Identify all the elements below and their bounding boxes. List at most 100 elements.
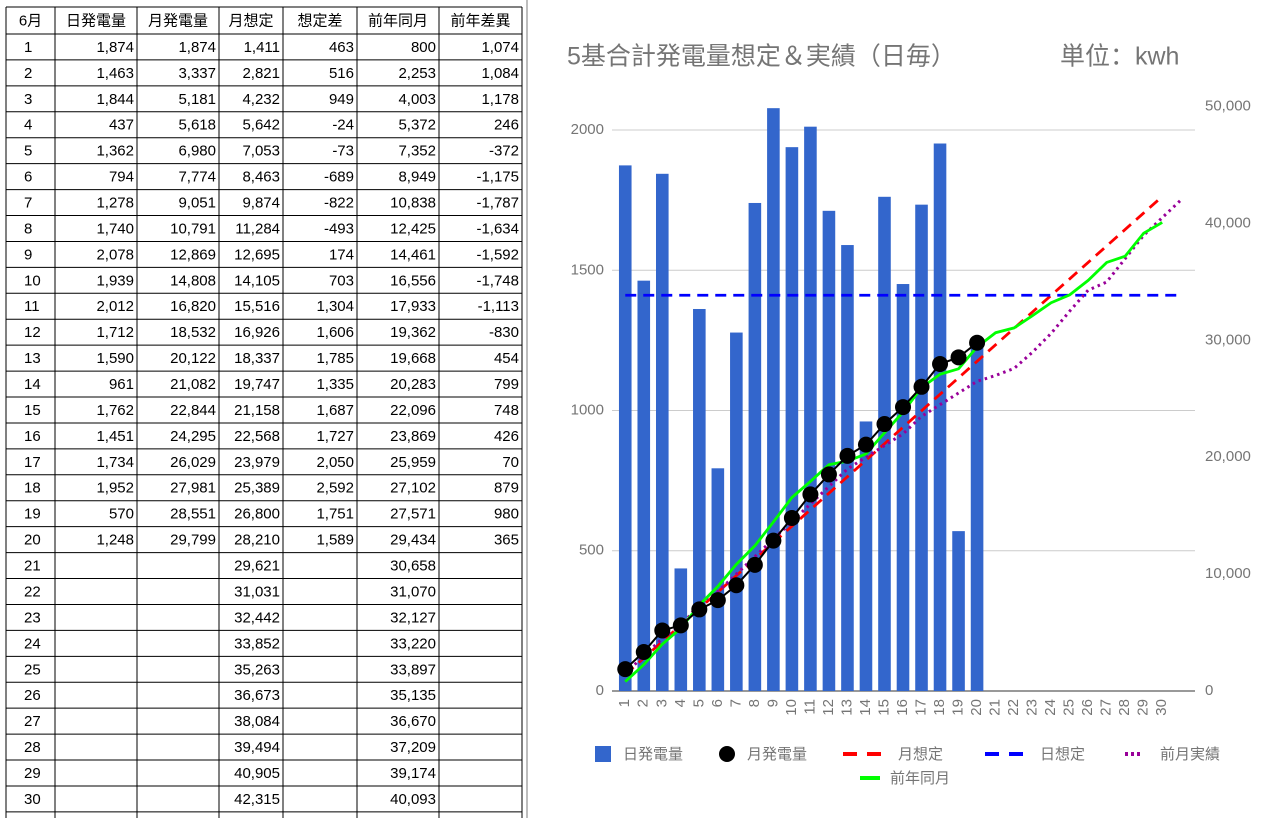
x-tick-label: 29 bbox=[1135, 699, 1152, 716]
bar bbox=[841, 245, 854, 692]
table-cell: -1,787 bbox=[476, 195, 519, 212]
table-cell: 26,029 bbox=[170, 454, 216, 471]
x-tick-label: 23 bbox=[1024, 699, 1041, 716]
table-cell: 2,821 bbox=[242, 65, 280, 82]
x-tick-label: 22 bbox=[1005, 699, 1022, 716]
table-cell: 19,362 bbox=[390, 324, 436, 341]
table-cell: -689 bbox=[324, 169, 354, 186]
x-tick-label: 24 bbox=[1042, 699, 1059, 716]
table-cell: 1,734 bbox=[96, 454, 134, 471]
row-label: 12 bbox=[24, 324, 41, 341]
table-cell: 33,852 bbox=[234, 635, 280, 652]
table-cell: -1,175 bbox=[476, 169, 519, 186]
table-cell: 426 bbox=[494, 428, 519, 445]
y-tick-label: 500 bbox=[579, 542, 604, 559]
table-cell: 5,642 bbox=[242, 117, 280, 134]
row-label: 30 bbox=[24, 791, 41, 808]
legend-label: 日想定 bbox=[1040, 746, 1085, 763]
table-cell: 7,774 bbox=[178, 169, 216, 186]
marker bbox=[913, 378, 930, 395]
row-label: 19 bbox=[24, 506, 41, 523]
bar bbox=[785, 147, 799, 691]
marker bbox=[969, 334, 986, 351]
table-cell: 454 bbox=[494, 350, 519, 367]
table-cell: 40,905 bbox=[234, 765, 280, 782]
row-label: 3 bbox=[24, 91, 32, 108]
table-cell: 1,712 bbox=[96, 324, 134, 341]
table-cell: 29,621 bbox=[234, 558, 280, 575]
table-cell: 21,082 bbox=[170, 376, 216, 393]
legend-label: 月発電量 bbox=[747, 746, 807, 763]
table-cell: 33,897 bbox=[390, 661, 436, 678]
table-cell: 1,463 bbox=[96, 65, 134, 82]
table-cell: 1,785 bbox=[316, 350, 354, 367]
column-header: 月想定 bbox=[228, 12, 273, 29]
x-tick-label: 2 bbox=[635, 699, 652, 707]
table-cell: 22,844 bbox=[170, 402, 216, 419]
table-cell: 1,590 bbox=[96, 350, 134, 367]
column-header: 6月 bbox=[19, 12, 42, 29]
table-cell: 463 bbox=[329, 39, 354, 56]
table-cell: 1,740 bbox=[96, 220, 134, 237]
row-label: 20 bbox=[24, 532, 41, 549]
table-cell: 9,051 bbox=[178, 195, 216, 212]
row-label: 8 bbox=[24, 220, 32, 237]
table-cell: 5,372 bbox=[398, 117, 436, 134]
marker bbox=[895, 399, 911, 416]
table-cell: 28,551 bbox=[170, 506, 216, 523]
table-cell: 879 bbox=[494, 480, 519, 497]
row-label: 6 bbox=[24, 169, 32, 186]
table-cell: -1,748 bbox=[476, 272, 519, 289]
x-tick-label: 16 bbox=[894, 699, 911, 716]
table-cell: 1,589 bbox=[316, 532, 354, 549]
table-cell: 14,808 bbox=[170, 272, 216, 289]
table-cell: 23,979 bbox=[234, 454, 280, 471]
table-cell: 8,949 bbox=[398, 169, 436, 186]
bar bbox=[970, 340, 984, 691]
table-cell: -830 bbox=[489, 324, 519, 341]
x-tick-label: 9 bbox=[764, 699, 781, 707]
x-tick-label: 20 bbox=[968, 699, 985, 716]
table-cell: 29,434 bbox=[390, 532, 436, 549]
x-tick-label: 27 bbox=[1098, 699, 1115, 716]
x-tick-label: 15 bbox=[875, 699, 892, 716]
table-cell: 8,463 bbox=[242, 169, 280, 186]
marker bbox=[802, 486, 819, 503]
row-label: 1 bbox=[24, 39, 32, 56]
x-tick-label: 6 bbox=[709, 699, 726, 707]
table-cell: 70 bbox=[502, 454, 519, 471]
table-cell: 1,084 bbox=[481, 65, 519, 82]
table-cell: 25,959 bbox=[390, 454, 436, 471]
table-cell: 1,411 bbox=[244, 39, 280, 56]
row-label: 9 bbox=[24, 246, 32, 263]
x-tick-label: 18 bbox=[931, 699, 948, 716]
table-cell: 1,178 bbox=[481, 91, 519, 108]
column-header: 前年同月 bbox=[368, 12, 428, 29]
legend-label: 月想定 bbox=[898, 746, 943, 763]
table-cell: 15,516 bbox=[234, 298, 280, 315]
row-label: 26 bbox=[24, 687, 41, 704]
x-tick-label: 19 bbox=[950, 699, 967, 716]
marker bbox=[839, 447, 856, 464]
row-label: 5 bbox=[24, 143, 32, 160]
table-cell: -822 bbox=[324, 195, 354, 212]
table-cell: 4,003 bbox=[398, 91, 436, 108]
legend-label: 前月実績 bbox=[1160, 746, 1220, 763]
bar bbox=[896, 284, 910, 691]
series-line bbox=[624, 221, 1163, 683]
chart: 5基合計発電量想定＆実績（日毎） 単位：kwh 0 500 1000 1500 2000… bbox=[567, 43, 1251, 787]
table-cell: 27,571 bbox=[390, 506, 436, 523]
table-cell: 1,335 bbox=[316, 376, 354, 393]
table-cell: 6,980 bbox=[178, 143, 216, 160]
row-label: 4 bbox=[24, 117, 32, 134]
bar bbox=[618, 165, 632, 691]
row-label: 25 bbox=[24, 661, 41, 678]
table-cell: 27,102 bbox=[390, 480, 436, 497]
table-cell: 39,174 bbox=[390, 765, 436, 782]
table-cell: 800 bbox=[411, 39, 436, 56]
table-cell: 17,933 bbox=[390, 298, 436, 315]
table-cell: 2,253 bbox=[398, 65, 436, 82]
table-cell: 42,315 bbox=[234, 791, 280, 808]
table-cell: 1,751 bbox=[316, 506, 354, 523]
